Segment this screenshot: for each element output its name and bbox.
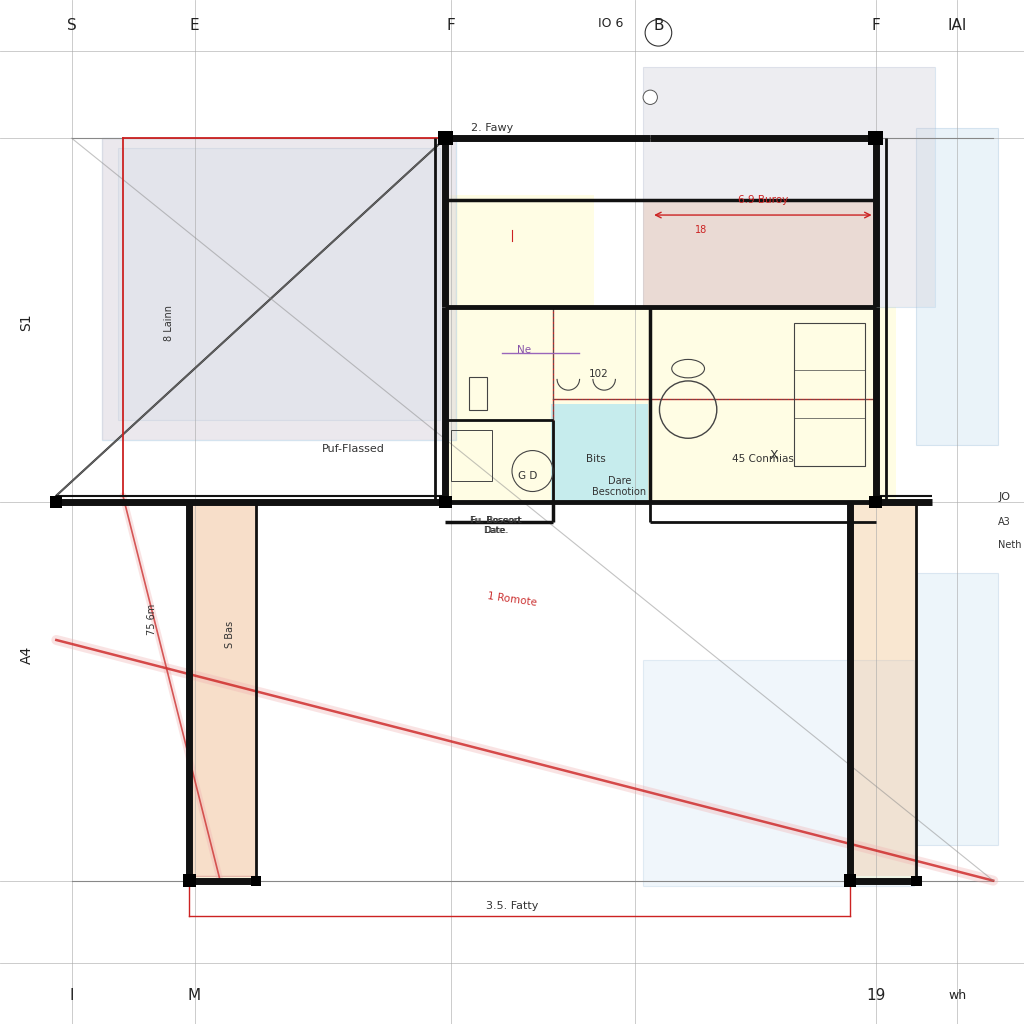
Bar: [643, 660, 914, 886]
Text: Dare
Bescnotion: Dare Bescnotion: [593, 475, 646, 498]
Bar: [850, 502, 916, 876]
Text: F: F: [871, 18, 880, 33]
Text: Fu. Boseort
Date.: Fu. Boseort Date.: [471, 516, 522, 535]
Bar: [643, 200, 873, 307]
Bar: [118, 148, 440, 420]
Bar: [102, 138, 456, 440]
Bar: [869, 496, 882, 508]
Bar: [916, 128, 998, 445]
Text: 75 6m: 75 6m: [146, 604, 157, 635]
Bar: [643, 67, 935, 307]
Text: 1 Romote: 1 Romote: [486, 591, 538, 607]
Text: G D: G D: [518, 471, 537, 481]
Text: wh: wh: [948, 989, 967, 1001]
Bar: [50, 496, 62, 508]
Text: 19: 19: [866, 988, 885, 1002]
Text: S1: S1: [19, 313, 34, 332]
Bar: [445, 195, 594, 307]
Text: 8 Lainn: 8 Lainn: [164, 304, 174, 341]
Text: E: E: [189, 18, 200, 33]
Text: 102: 102: [589, 369, 608, 379]
Text: Fu. Boseort
Date.: Fu. Boseort Date.: [470, 516, 521, 535]
Bar: [102, 138, 456, 440]
Bar: [844, 874, 856, 887]
Text: 2. Fawy: 2. Fawy: [471, 123, 513, 133]
Text: 18: 18: [695, 225, 708, 236]
Bar: [868, 131, 883, 145]
Text: Puf-Flassed: Puf-Flassed: [322, 443, 385, 454]
Bar: [451, 430, 492, 481]
Text: JO: JO: [998, 492, 1011, 502]
Bar: [189, 502, 256, 881]
Circle shape: [643, 90, 657, 104]
Text: S Bas: S Bas: [225, 622, 236, 648]
Text: S: S: [67, 18, 77, 33]
Text: X: X: [770, 450, 778, 462]
Text: A3: A3: [998, 517, 1011, 527]
Text: Ne: Ne: [517, 345, 531, 355]
Text: 3.5. Fatty: 3.5. Fatty: [485, 901, 539, 911]
Text: Neth: Neth: [998, 540, 1022, 550]
Bar: [911, 876, 922, 886]
Text: F: F: [446, 18, 455, 33]
Bar: [469, 377, 487, 410]
Text: 6.9 Buroy: 6.9 Buroy: [737, 195, 788, 205]
Bar: [438, 131, 453, 145]
Text: I: I: [70, 988, 74, 1002]
Text: IO 6: IO 6: [598, 17, 623, 30]
Text: IAI: IAI: [948, 18, 967, 33]
Bar: [183, 874, 196, 887]
Text: M: M: [188, 988, 201, 1002]
Bar: [794, 323, 865, 466]
Text: A4: A4: [19, 646, 34, 665]
Bar: [439, 496, 452, 508]
Bar: [251, 876, 261, 886]
Text: 45 Conmias: 45 Conmias: [732, 454, 794, 464]
Bar: [850, 502, 916, 881]
Text: B: B: [653, 18, 664, 33]
Bar: [916, 573, 998, 845]
Text: Bits: Bits: [586, 454, 606, 464]
Bar: [445, 307, 896, 502]
Bar: [643, 67, 935, 307]
Bar: [551, 404, 648, 502]
Bar: [189, 502, 256, 876]
